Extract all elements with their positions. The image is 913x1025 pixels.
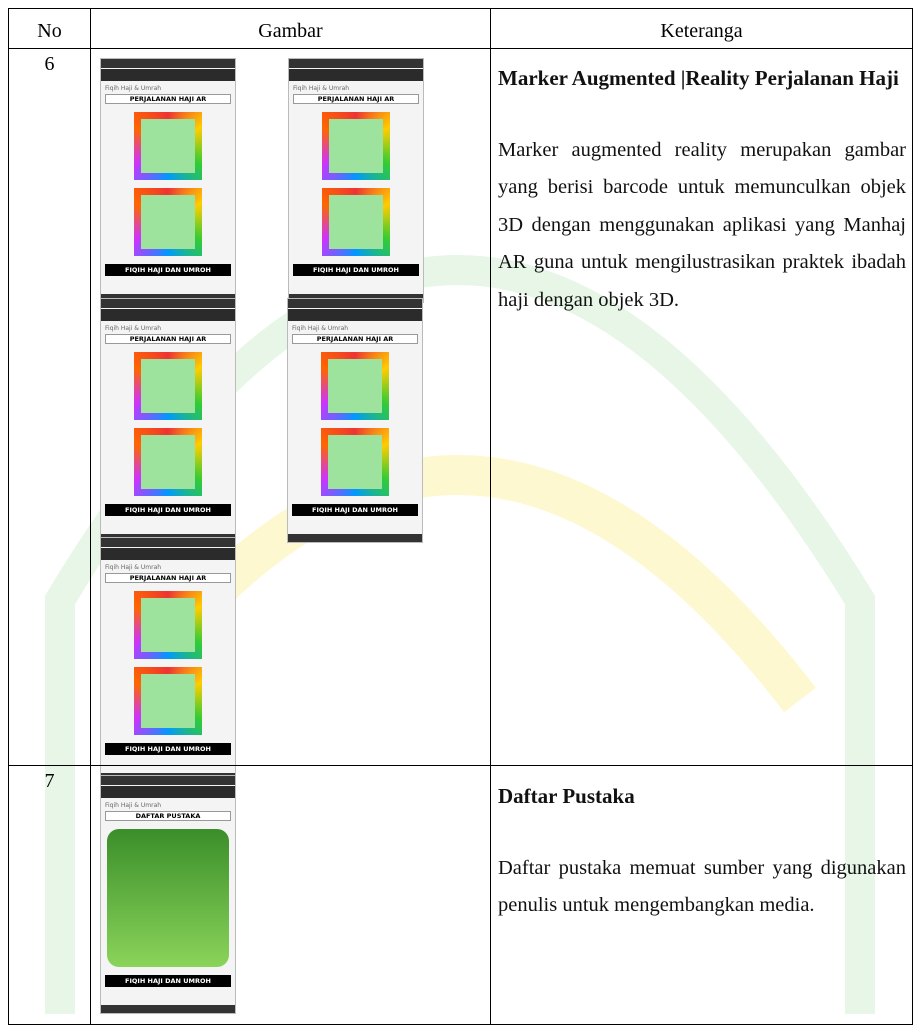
status-bar [101, 299, 235, 308]
screen-footer: FIQIH HAJI DAN UMROH [292, 504, 418, 516]
screen-footer: FIQIH HAJI DAN UMROH [105, 264, 231, 276]
marker-center [328, 359, 382, 413]
header-gambar: Gambar [90, 8, 491, 49]
marker-image [134, 591, 202, 659]
nav-bar [288, 534, 422, 542]
screen-footer: FIQIH HAJI DAN UMROH [105, 975, 231, 987]
marker-center [329, 119, 383, 173]
app-name: Fiqih Haji & Umrah [105, 85, 162, 92]
app-name: Fiqih Haji & Umrah [292, 325, 349, 332]
nav-bar [101, 1005, 235, 1013]
screen-heading: DAFTAR PUSTAKA [105, 811, 231, 821]
row-no: 6 [8, 48, 91, 766]
url-bar [288, 309, 422, 321]
marker-center [141, 195, 195, 249]
app-name: Fiqih Haji & Umrah [105, 325, 162, 332]
marker-image [134, 352, 202, 420]
row-no: 7 [8, 765, 91, 1025]
marker-image [321, 352, 389, 420]
marker-image [134, 112, 202, 180]
marker-center [328, 435, 382, 489]
screenshot: Fiqih Haji & Umrah PERJALANAN HAJI AR FIQI… [288, 58, 424, 303]
url-bar [101, 69, 235, 81]
images-cell: Fiqih Haji & Umrah DAFTAR PUSTAKA FIQIH HA… [90, 765, 491, 1025]
marker-image [322, 188, 390, 256]
screen-heading: PERJALANAN HAJI AR [293, 94, 419, 104]
description: Marker Augmented |Reality Perjalanan Haj… [498, 60, 906, 319]
url-bar [101, 309, 235, 321]
app-name: Fiqih Haji & Umrah [293, 85, 350, 92]
header-no: No [8, 8, 91, 49]
marker-image [134, 667, 202, 735]
status-bar [288, 299, 422, 308]
desc-title: Daftar Pustaka [498, 784, 635, 808]
screen-heading: PERJALANAN HAJI AR [292, 334, 418, 344]
marker-center [141, 119, 195, 173]
images-cell: Fiqih Haji & Umrah PERJALANAN HAJI AR FIQI… [90, 48, 491, 782]
status-bar [101, 538, 235, 547]
screen-footer: FIQIH HAJI DAN UMROH [293, 264, 419, 276]
marker-center [141, 359, 195, 413]
screenshot: Fiqih Haji & Umrah DAFTAR PUSTAKA FIQIH HA… [100, 775, 236, 1014]
header-keterangan: Keteranga [490, 8, 913, 49]
url-bar [289, 69, 423, 81]
app-name: Fiqih Haji & Umrah [105, 564, 162, 571]
marker-center [329, 195, 383, 249]
screenshot: Fiqih Haji & Umrah PERJALANAN HAJI AR FIQI… [100, 298, 236, 543]
desc-title: Marker Augmented |Reality Perjalanan Haj… [498, 66, 899, 90]
reference-panel [107, 829, 229, 967]
marker-image [321, 428, 389, 496]
screenshot: Fiqih Haji & Umrah PERJALANAN HAJI AR FIQI… [287, 298, 423, 543]
desc-text: Marker augmented reality merupakan gamba… [498, 138, 906, 311]
marker-image [322, 112, 390, 180]
marker-center [141, 435, 195, 489]
desc-text: Daftar pustaka memuat sumber yang diguna… [498, 856, 906, 917]
marker-image [134, 428, 202, 496]
status-bar [101, 776, 235, 785]
description: Daftar Pustaka Daftar pustaka memuat sum… [498, 778, 906, 925]
screen-heading: PERJALANAN HAJI AR [105, 334, 231, 344]
marker-image [134, 188, 202, 256]
marker-center [141, 674, 195, 728]
screen-footer: FIQIH HAJI DAN UMROH [105, 504, 231, 516]
app-name: Fiqih Haji & Umrah [105, 802, 162, 809]
url-bar [101, 548, 235, 560]
status-bar [289, 59, 423, 68]
screen-footer: FIQIH HAJI DAN UMROH [105, 743, 231, 755]
marker-center [141, 598, 195, 652]
screen-heading: PERJALANAN HAJI AR [105, 94, 231, 104]
status-bar [101, 59, 235, 68]
screen-heading: PERJALANAN HAJI AR [105, 573, 231, 583]
screenshot: Fiqih Haji & Umrah PERJALANAN HAJI AR FIQI… [100, 537, 236, 782]
screenshot: Fiqih Haji & Umrah PERJALANAN HAJI AR FIQI… [100, 58, 236, 303]
url-bar [101, 786, 235, 798]
